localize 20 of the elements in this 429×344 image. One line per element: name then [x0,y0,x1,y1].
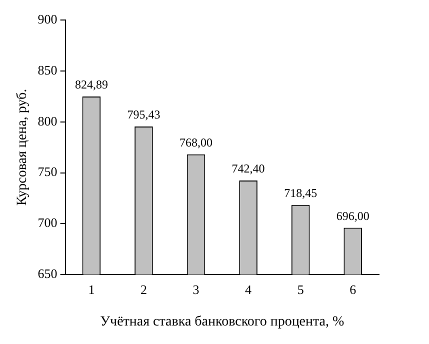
y-tick-label: 750 [38,164,58,180]
y-tick-label: 800 [38,113,58,128]
y-tick-label: 650 [38,266,58,282]
data-label: 742,40 [232,162,265,176]
x-tick-label: 3 [192,282,200,297]
x-tick-label: 5 [297,282,304,297]
x-axis-title: Учётная ставка банковского процента, % [100,314,345,330]
data-label: 718,45 [284,186,318,200]
x-tick-label: 6 [350,282,357,297]
y-tick-label: 850 [38,62,58,78]
x-tick-label: 2 [140,282,147,297]
y-tick-label: 700 [38,215,58,230]
data-label: 824,89 [74,78,108,92]
data-label: 795,43 [127,108,160,122]
data-label: 768,00 [180,136,213,150]
y-axis-title: Курсовая цена, руб. [15,88,30,206]
y-tick-label: 900 [38,11,58,26]
x-tick-label: 1 [88,282,95,297]
data-label: 696,00 [336,208,370,223]
x-tick-label: 4 [245,282,252,297]
